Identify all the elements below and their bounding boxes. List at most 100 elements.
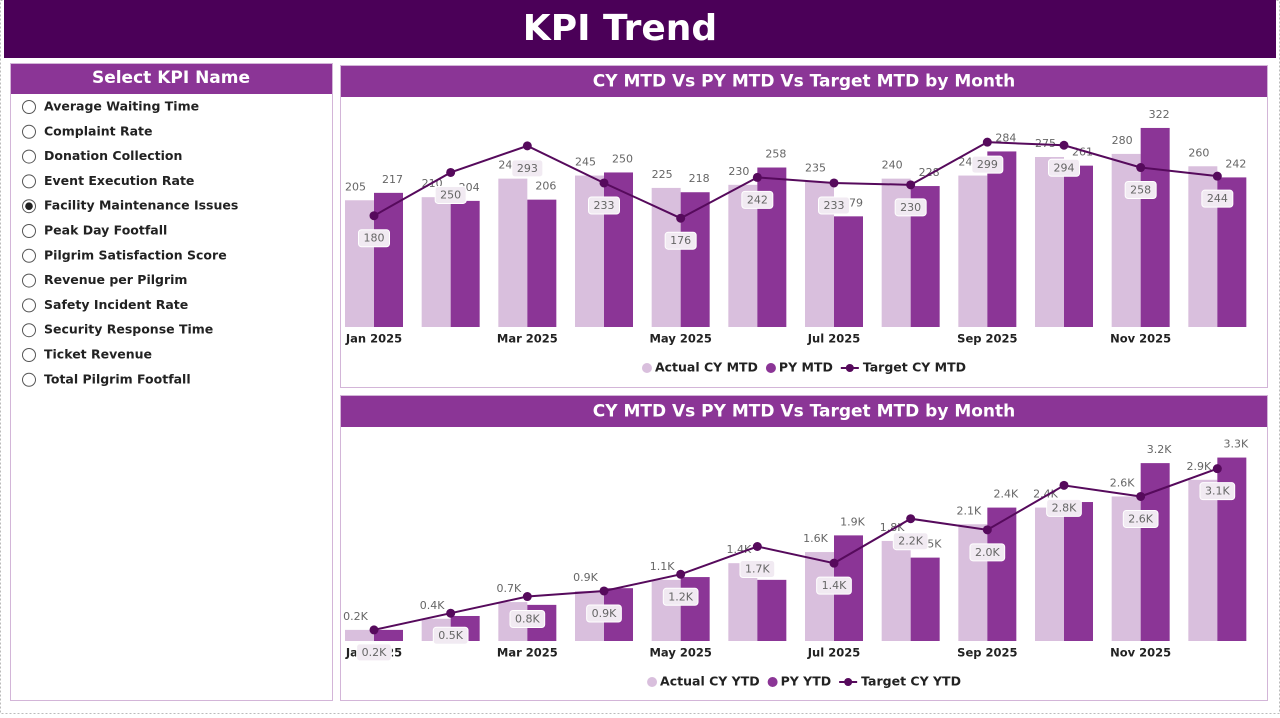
x-tick-label: Sep 2025 xyxy=(957,646,1017,660)
data-label: 293 xyxy=(517,162,538,175)
slicer-item[interactable]: Event Execution Rate xyxy=(44,173,194,188)
line-point xyxy=(906,514,916,524)
radio-button[interactable] xyxy=(22,100,36,114)
data-label-box xyxy=(662,587,699,606)
x-tick-label: Nov 2025 xyxy=(1110,646,1171,660)
data-label: 0.8K xyxy=(515,613,540,626)
radio-button[interactable] xyxy=(22,174,36,189)
line-point xyxy=(982,137,992,147)
slicer-item[interactable]: Peak Day Footfall xyxy=(44,223,167,238)
data-label-box xyxy=(1124,181,1157,200)
slicer-item[interactable]: Average Waiting Time xyxy=(44,99,199,114)
legend-label: Actual CY YTD xyxy=(660,674,760,689)
data-label: 225 xyxy=(652,168,673,181)
legend-label: PY MTD xyxy=(779,360,833,375)
data-label: 230 xyxy=(728,165,749,178)
data-label: 280 xyxy=(1112,134,1133,147)
chart-title: CY MTD Vs PY MTD Vs Target MTD by Month xyxy=(593,72,1016,92)
bar xyxy=(450,200,480,327)
legend-item: PY MTD xyxy=(765,360,833,375)
x-tick-label: May 2025 xyxy=(649,646,711,660)
bar xyxy=(987,151,1017,327)
data-label-box xyxy=(739,560,776,578)
slicer-item[interactable]: Total Pilgrim Footfall xyxy=(44,371,191,386)
radio-button[interactable] xyxy=(22,149,36,164)
radio-button[interactable] xyxy=(22,273,36,288)
bar xyxy=(1064,502,1093,641)
bar xyxy=(345,629,374,641)
data-label: 322 xyxy=(1149,108,1170,121)
slicer-item[interactable]: Security Response Time xyxy=(44,322,213,337)
data-label: 3.3K xyxy=(1223,438,1248,451)
radio-button[interactable] xyxy=(22,323,36,338)
line-point xyxy=(522,592,532,602)
header-bar xyxy=(4,0,1276,58)
legend-label: Target CY YTD xyxy=(861,674,961,689)
bar xyxy=(1140,127,1170,327)
slicer-item[interactable]: Facility Maintenance Issues xyxy=(44,198,238,213)
line xyxy=(373,141,1218,220)
radio-button[interactable] xyxy=(22,224,36,238)
chart-header xyxy=(341,396,1267,427)
legend-label: Target CY MTD xyxy=(863,360,966,375)
line-point xyxy=(906,180,916,190)
slicer-item[interactable]: Donation Collection xyxy=(44,148,182,163)
bar xyxy=(958,175,988,327)
chart-header xyxy=(341,66,1267,97)
bar xyxy=(345,200,374,327)
data-label: 250 xyxy=(440,188,461,201)
data-label: 2.0K xyxy=(975,546,1000,559)
data-label-box xyxy=(1122,509,1159,528)
bar xyxy=(374,192,403,327)
line-point xyxy=(446,167,456,177)
slicer-item[interactable]: Revenue per Pilgrim xyxy=(44,272,187,287)
data-label-box xyxy=(892,532,929,551)
slicer-item[interactable]: Pilgrim Satisfaction Score xyxy=(44,247,227,262)
legend-item: Actual CY YTD xyxy=(647,674,760,689)
line-point xyxy=(1059,480,1069,490)
data-label: 206 xyxy=(535,180,556,193)
line xyxy=(373,467,1218,631)
data-label-box xyxy=(1048,158,1080,177)
bar xyxy=(834,216,863,327)
bar xyxy=(527,199,557,327)
data-label-box xyxy=(969,543,1006,562)
bar xyxy=(881,540,911,641)
slicer-title: Select KPI Name xyxy=(92,68,250,88)
x-tick-label: Nov 2025 xyxy=(1110,332,1171,346)
slicer-list: Average Waiting Time Complaint Rate Donati… xyxy=(22,99,238,387)
bar xyxy=(1035,507,1064,641)
data-label: 0.9K xyxy=(573,571,598,584)
slicer-item[interactable]: Complaint Rate xyxy=(44,123,152,138)
radio-button[interactable] xyxy=(22,372,36,387)
data-label: 242 xyxy=(747,193,768,206)
data-label: 1.1K xyxy=(650,560,675,573)
data-label-box xyxy=(818,196,850,215)
line-point xyxy=(1136,491,1146,501)
bar xyxy=(805,552,834,641)
legend-item: PY YTD xyxy=(767,674,831,689)
data-label: 2.2K xyxy=(898,535,923,548)
legend-item: Target CY MTD xyxy=(840,360,966,375)
bar xyxy=(498,178,528,327)
data-label: 1.7K xyxy=(745,563,770,576)
radio-button[interactable] xyxy=(22,298,36,313)
slicer-item[interactable]: Safety Incident Rate xyxy=(44,297,188,312)
data-label: 235 xyxy=(805,162,826,175)
bar xyxy=(421,197,451,327)
radio-button[interactable] xyxy=(22,248,36,263)
data-label-box xyxy=(1046,498,1082,517)
line-point xyxy=(1212,171,1222,181)
radio-button[interactable] xyxy=(22,348,36,362)
radio-button[interactable] xyxy=(22,124,36,139)
slicer-item[interactable]: Ticket Revenue xyxy=(44,347,152,362)
bar xyxy=(1140,463,1170,641)
data-label-box xyxy=(586,604,622,623)
data-label: 250 xyxy=(612,152,633,165)
bar xyxy=(987,507,1017,641)
data-label: 0.2K xyxy=(343,610,368,623)
data-label-box xyxy=(358,229,390,248)
legend-marker xyxy=(767,677,778,687)
page-title: KPI Trend xyxy=(523,8,717,49)
